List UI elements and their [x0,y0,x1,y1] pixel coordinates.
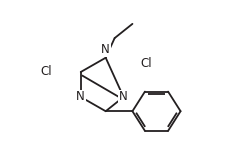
Text: Cl: Cl [41,66,52,78]
Text: Cl: Cl [140,57,152,70]
Text: N: N [101,43,110,56]
Text: N: N [76,90,85,103]
Text: N: N [119,90,128,103]
